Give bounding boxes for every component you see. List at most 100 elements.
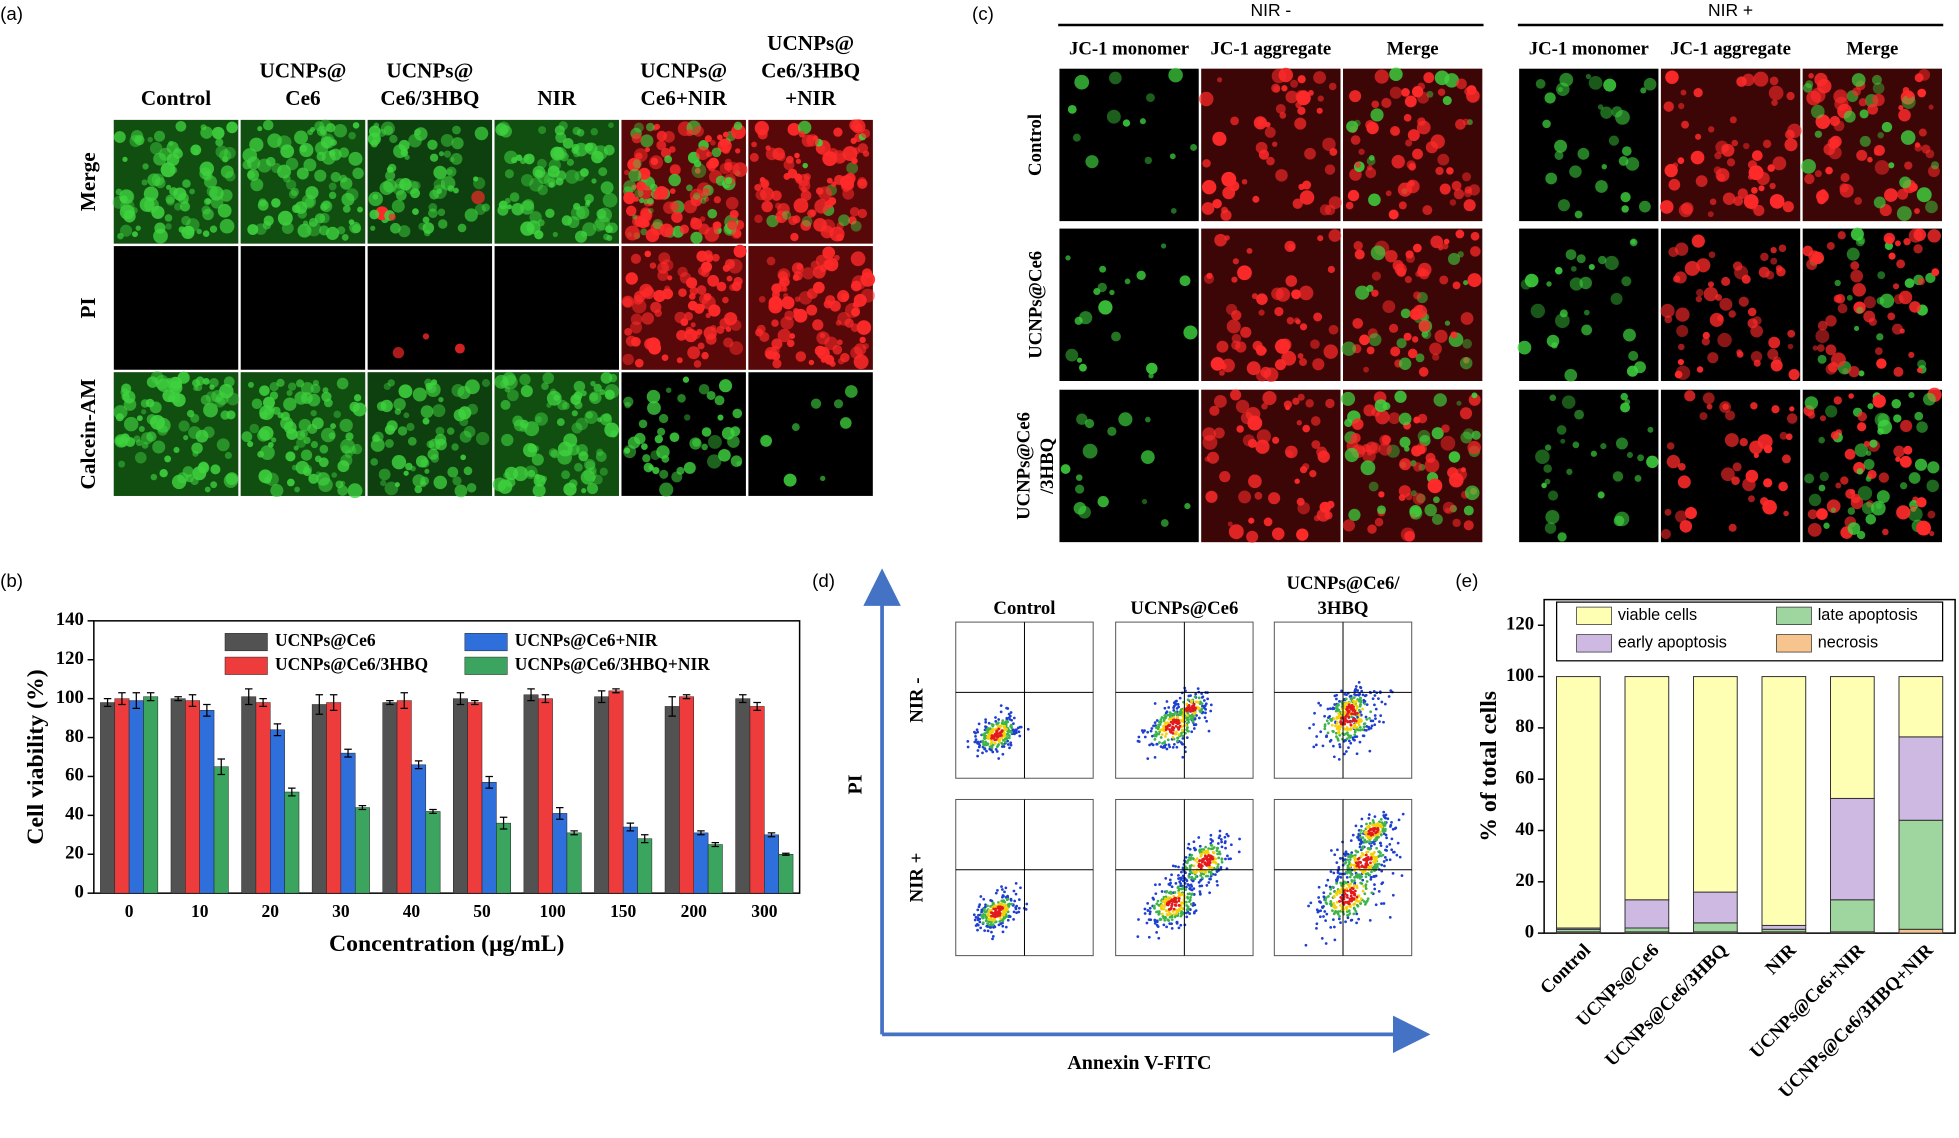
cell: [857, 208, 868, 219]
event: [1165, 909, 1169, 913]
cell: [1675, 510, 1688, 523]
event: [1017, 906, 1021, 910]
cell: [438, 151, 445, 157]
cell: [411, 181, 421, 191]
cell: [300, 382, 314, 395]
bar: [270, 729, 285, 894]
cell: [687, 346, 701, 360]
cell: [1118, 412, 1133, 427]
cell: [707, 454, 722, 469]
cell: [118, 460, 126, 468]
cell: [1750, 402, 1758, 410]
event: [1401, 812, 1405, 816]
cell: [598, 167, 608, 177]
event: [1215, 870, 1219, 873]
event: [1365, 718, 1369, 721]
cell: [793, 271, 803, 281]
event: [1160, 890, 1164, 893]
cell: [770, 345, 780, 355]
cell: [835, 152, 847, 164]
cell: [1144, 156, 1153, 165]
event: [1329, 738, 1333, 742]
event: [1345, 887, 1349, 890]
event: [1176, 702, 1180, 706]
cell: [730, 228, 742, 240]
x-tick-label: UCNPs@Ce6/3HBQ: [1601, 940, 1732, 1071]
cell: [593, 145, 608, 160]
cell: [649, 155, 664, 170]
cell: [1914, 411, 1924, 421]
event: [1208, 877, 1212, 881]
cell: [1634, 361, 1646, 374]
event: [1390, 848, 1394, 852]
cell: [795, 158, 802, 164]
cell: [422, 333, 430, 340]
cell: [1263, 517, 1273, 527]
cell: [759, 331, 770, 342]
legend-label: early apoptosis: [1618, 634, 1727, 652]
event: [1362, 722, 1366, 726]
cell: [646, 122, 655, 132]
cell: [631, 133, 642, 144]
event: [999, 704, 1003, 708]
cell: [1388, 412, 1401, 425]
event: [981, 921, 985, 925]
micrograph: [1059, 389, 1199, 543]
event: [1319, 909, 1323, 913]
event: [1344, 750, 1348, 753]
event: [1001, 719, 1005, 722]
event: [1171, 722, 1175, 726]
cell: [537, 184, 548, 196]
event: [994, 891, 998, 895]
cell: [1666, 454, 1681, 469]
cell: [1535, 78, 1546, 89]
cell: [1808, 493, 1822, 507]
cell: [622, 297, 633, 307]
cell: [1874, 347, 1883, 356]
cell: [1816, 189, 1829, 203]
cell: [550, 147, 565, 162]
cell: [1893, 366, 1904, 377]
event: [1340, 890, 1343, 894]
event: [1170, 918, 1174, 922]
event: [1323, 714, 1326, 718]
cell: [1588, 75, 1603, 90]
cell: [552, 231, 558, 238]
event: [1207, 847, 1211, 850]
event: [1179, 923, 1183, 927]
cell: [1557, 199, 1570, 212]
cell: [1737, 188, 1748, 199]
cell: [684, 311, 693, 321]
cell: [1762, 499, 1777, 515]
cell: [690, 231, 703, 244]
cell: [1666, 442, 1675, 450]
event: [1326, 707, 1330, 711]
cell: [1457, 251, 1464, 258]
column-label: UCNPs@: [259, 58, 346, 82]
cell: [535, 416, 543, 423]
cell: [1368, 154, 1375, 161]
event: [1379, 841, 1382, 845]
cell: [751, 141, 757, 148]
cell: [512, 415, 524, 427]
cell: [204, 486, 211, 493]
event: [1001, 739, 1005, 742]
event: [1345, 876, 1349, 879]
event: [979, 895, 983, 898]
cell: [473, 176, 479, 182]
micrograph: [367, 372, 493, 498]
cell: [449, 156, 455, 162]
cell: [219, 218, 235, 234]
event: [1218, 850, 1221, 854]
cell: [795, 351, 807, 362]
cell: [440, 133, 454, 147]
cell: [1294, 117, 1307, 130]
legend-swatch: [224, 656, 268, 675]
cell: [584, 410, 598, 424]
cell: [641, 443, 648, 450]
event: [994, 920, 998, 924]
event: [1349, 894, 1353, 898]
micrograph: [1802, 227, 1942, 381]
cell: [542, 372, 555, 384]
cell: [1328, 82, 1337, 91]
